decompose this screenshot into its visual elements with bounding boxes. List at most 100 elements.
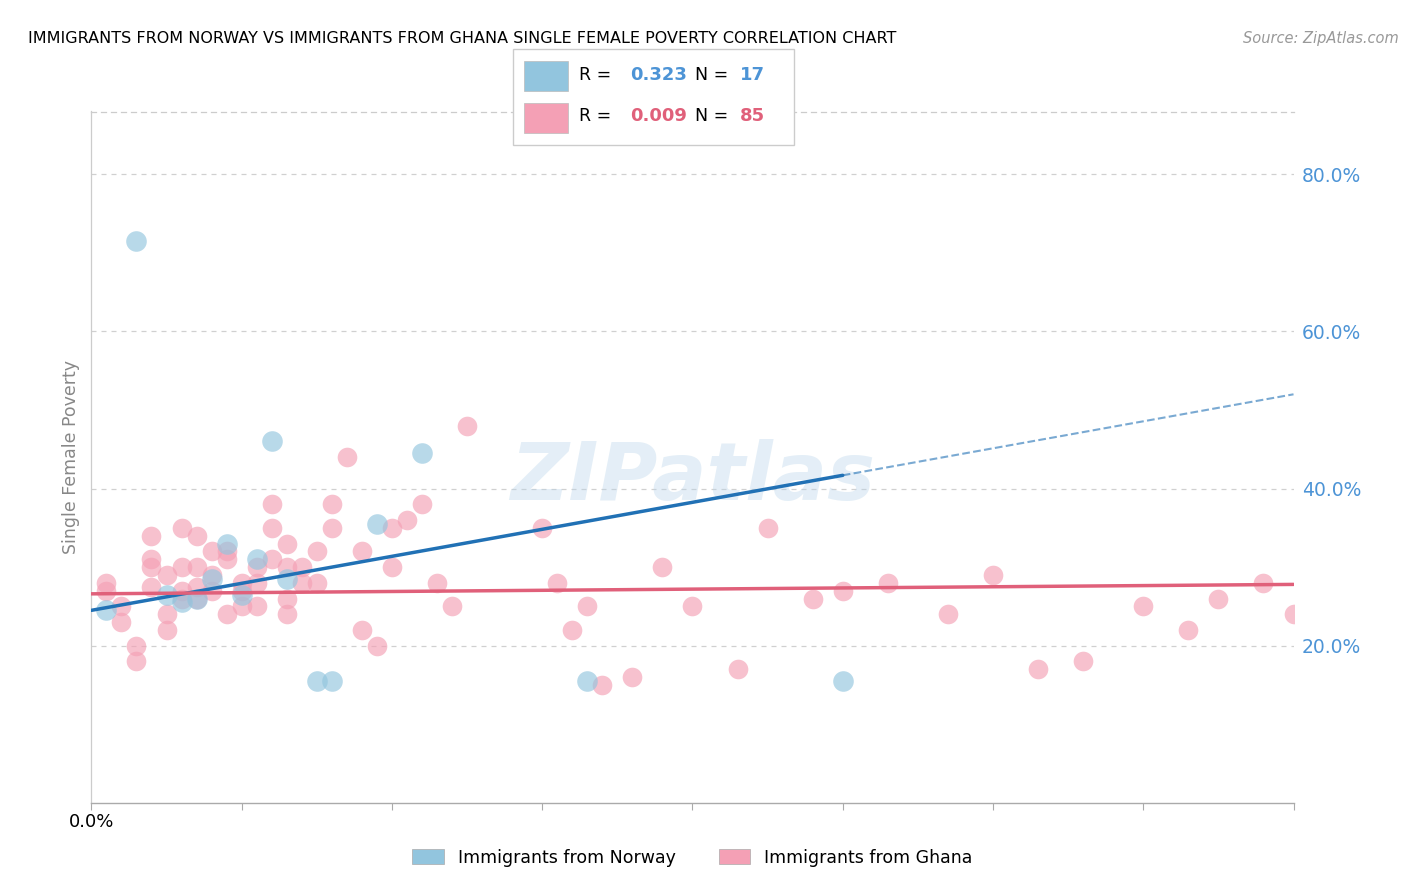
Point bbox=[125, 234, 148, 248]
Point bbox=[1253, 575, 1275, 590]
Point bbox=[246, 575, 269, 590]
Text: IMMIGRANTS FROM NORWAY VS IMMIGRANTS FROM GHANA SINGLE FEMALE POVERTY CORRELATIO: IMMIGRANTS FROM NORWAY VS IMMIGRANTS FRO… bbox=[28, 31, 897, 46]
Point bbox=[155, 568, 177, 582]
Point bbox=[1327, 607, 1350, 622]
Point bbox=[96, 603, 118, 617]
Point bbox=[831, 583, 853, 598]
Point bbox=[125, 639, 148, 653]
Text: Source: ZipAtlas.com: Source: ZipAtlas.com bbox=[1243, 31, 1399, 46]
Point bbox=[305, 544, 328, 558]
Point bbox=[440, 599, 463, 614]
Point bbox=[801, 591, 824, 606]
Point bbox=[456, 418, 478, 433]
Point bbox=[381, 521, 404, 535]
Point bbox=[531, 521, 554, 535]
Point bbox=[546, 575, 568, 590]
Point bbox=[621, 670, 644, 684]
Point bbox=[395, 513, 418, 527]
Point bbox=[260, 521, 283, 535]
Point bbox=[170, 583, 193, 598]
FancyBboxPatch shape bbox=[524, 103, 568, 133]
Text: 85: 85 bbox=[740, 107, 765, 126]
Point bbox=[276, 591, 298, 606]
Point bbox=[981, 568, 1004, 582]
Point bbox=[350, 623, 373, 637]
Point bbox=[170, 595, 193, 609]
Point bbox=[215, 607, 238, 622]
Point bbox=[1071, 654, 1094, 668]
Point bbox=[426, 575, 449, 590]
Point bbox=[141, 552, 163, 566]
Point bbox=[291, 560, 314, 574]
Point bbox=[561, 623, 583, 637]
Text: 17: 17 bbox=[740, 66, 765, 85]
Point bbox=[411, 446, 433, 460]
FancyBboxPatch shape bbox=[513, 49, 794, 145]
Point bbox=[1357, 623, 1379, 637]
Point bbox=[366, 516, 388, 531]
Point bbox=[110, 615, 132, 629]
Text: N =: N = bbox=[695, 107, 728, 126]
Text: 0.0%: 0.0% bbox=[69, 814, 114, 831]
Point bbox=[186, 529, 208, 543]
Point bbox=[276, 536, 298, 550]
Point bbox=[201, 568, 224, 582]
Point bbox=[291, 575, 314, 590]
Point bbox=[576, 673, 599, 688]
Point bbox=[1388, 654, 1406, 668]
Point bbox=[276, 607, 298, 622]
Text: 0.009: 0.009 bbox=[630, 107, 686, 126]
Point bbox=[215, 544, 238, 558]
Point bbox=[876, 575, 898, 590]
Point bbox=[141, 529, 163, 543]
Point bbox=[96, 583, 118, 598]
Point bbox=[246, 552, 269, 566]
Point bbox=[681, 599, 703, 614]
Point bbox=[1208, 591, 1230, 606]
Point bbox=[591, 678, 613, 692]
Point bbox=[201, 583, 224, 598]
Point bbox=[110, 599, 132, 614]
Text: 0.323: 0.323 bbox=[630, 66, 686, 85]
Point bbox=[170, 521, 193, 535]
Point bbox=[366, 639, 388, 653]
Point bbox=[170, 560, 193, 574]
Point bbox=[215, 536, 238, 550]
Point bbox=[651, 560, 673, 574]
Point bbox=[155, 588, 177, 602]
Point bbox=[727, 662, 749, 676]
Point bbox=[305, 575, 328, 590]
Text: R =: R = bbox=[579, 66, 612, 85]
Point bbox=[231, 583, 253, 598]
Point bbox=[186, 591, 208, 606]
Point bbox=[186, 580, 208, 594]
Point bbox=[1132, 599, 1154, 614]
Point bbox=[831, 673, 853, 688]
Point bbox=[276, 560, 298, 574]
Text: N =: N = bbox=[695, 66, 728, 85]
Point bbox=[155, 623, 177, 637]
Y-axis label: Single Female Poverty: Single Female Poverty bbox=[62, 360, 80, 554]
Point bbox=[201, 544, 224, 558]
Point bbox=[1282, 607, 1305, 622]
Point bbox=[381, 560, 404, 574]
Point bbox=[231, 599, 253, 614]
Point bbox=[246, 560, 269, 574]
Point bbox=[411, 497, 433, 511]
Point bbox=[96, 575, 118, 590]
Point bbox=[260, 552, 283, 566]
Point bbox=[141, 580, 163, 594]
Point bbox=[576, 599, 599, 614]
Point bbox=[246, 599, 269, 614]
Point bbox=[1177, 623, 1199, 637]
Text: ZIPatlas: ZIPatlas bbox=[510, 439, 875, 516]
Point bbox=[321, 521, 343, 535]
Point bbox=[260, 497, 283, 511]
Point bbox=[201, 572, 224, 586]
Point bbox=[350, 544, 373, 558]
Point bbox=[186, 591, 208, 606]
Point bbox=[186, 560, 208, 574]
Point bbox=[1312, 599, 1334, 614]
Point bbox=[936, 607, 959, 622]
Point bbox=[756, 521, 779, 535]
